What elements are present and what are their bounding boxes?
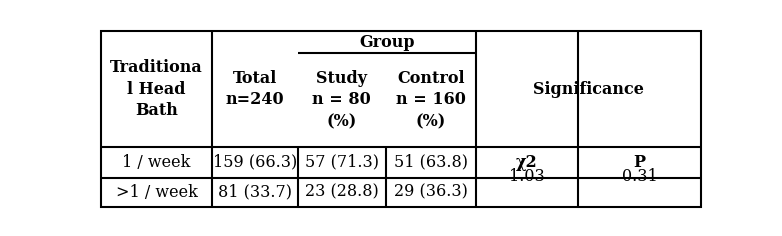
Text: 0.31: 0.31 [622,169,658,185]
Text: χ2: χ2 [516,154,538,171]
Text: Group: Group [359,34,414,51]
Text: Traditiona
l Head
Bath: Traditiona l Head Bath [110,59,203,119]
Text: Significance: Significance [533,81,644,98]
Text: Total
n=240: Total n=240 [226,70,285,108]
Text: 1.03: 1.03 [509,169,545,185]
Text: Control
n = 160
(%): Control n = 160 (%) [396,70,466,130]
Text: 23 (28.8): 23 (28.8) [305,184,378,201]
Text: 81 (33.7): 81 (33.7) [218,184,292,201]
Text: 159 (66.3): 159 (66.3) [213,154,297,171]
Text: 57 (71.3): 57 (71.3) [305,154,378,171]
Text: 1 / week: 1 / week [123,154,191,171]
Text: 29 (36.3): 29 (36.3) [394,184,468,201]
Text: 51 (63.8): 51 (63.8) [394,154,468,171]
Text: >1 / week: >1 / week [116,184,198,201]
Text: Study
n = 80
(%): Study n = 80 (%) [313,70,371,130]
Text: P: P [633,154,645,171]
